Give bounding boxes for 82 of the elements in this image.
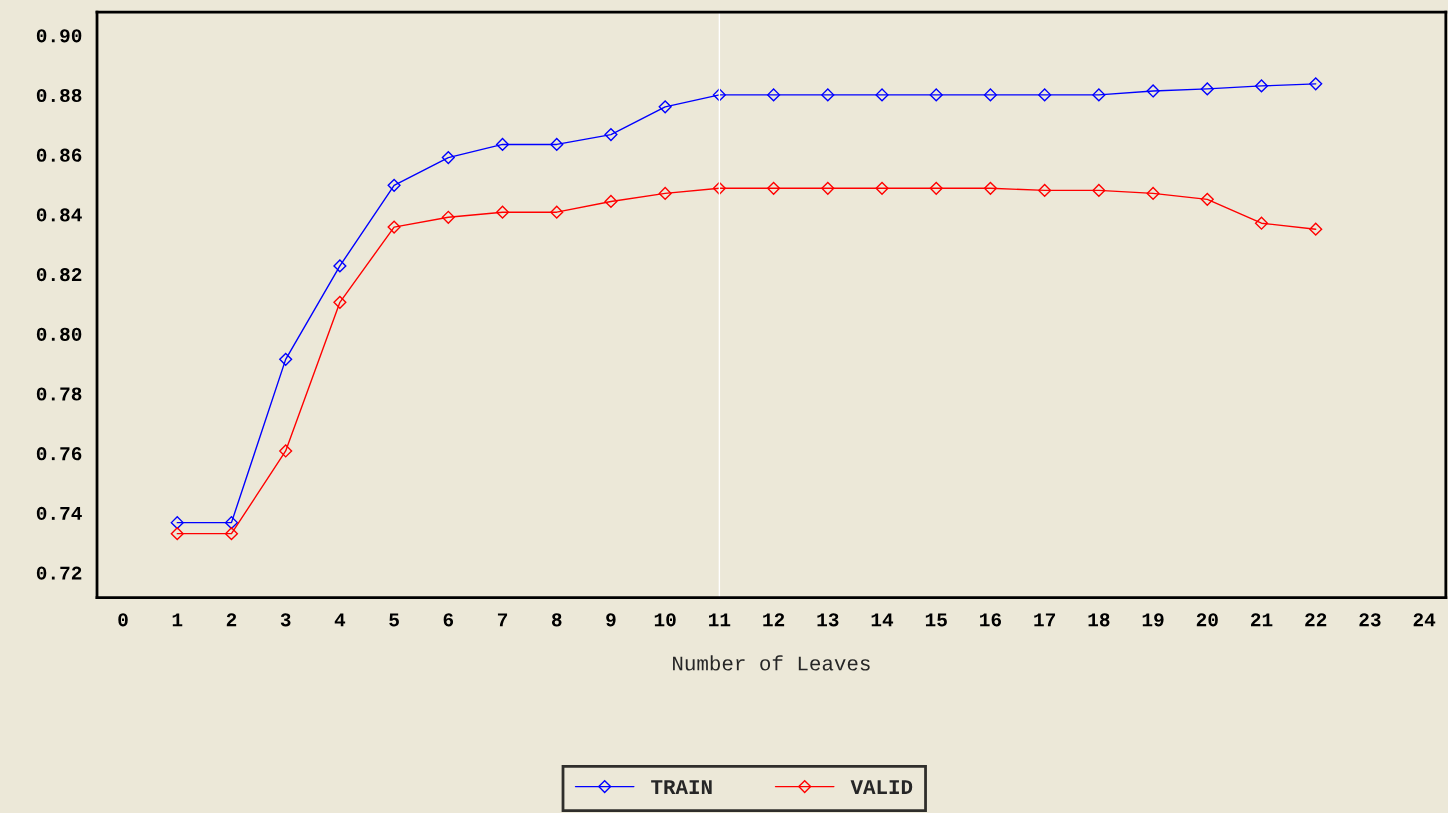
legend-label: TRAIN <box>651 780 712 794</box>
point <box>441 210 455 224</box>
x-tick-label: 0 <box>118 613 128 627</box>
point <box>1200 82 1214 96</box>
x-tick-label: 22 <box>1305 613 1327 627</box>
x-tick-label: 17 <box>1034 613 1056 627</box>
y-tick-label: 0.78 <box>36 387 82 401</box>
y-tick-label: 0.90 <box>36 29 82 43</box>
x-tick-label: 23 <box>1359 613 1381 627</box>
point <box>821 181 835 195</box>
point <box>604 127 618 142</box>
y-tick-label: 0.76 <box>36 447 82 461</box>
point <box>1309 222 1323 236</box>
point <box>983 88 998 102</box>
x-tick-label: 20 <box>1196 613 1218 627</box>
point <box>821 88 835 102</box>
point <box>1254 216 1269 230</box>
x-tick-label: 10 <box>654 613 676 627</box>
point <box>875 181 889 195</box>
point <box>387 220 401 234</box>
x-tick-label: 11 <box>709 613 731 627</box>
x-tick-label: 9 <box>606 613 616 627</box>
x-tick-label: 2 <box>226 613 237 627</box>
point <box>224 527 239 541</box>
x-axis-title: Number of Leaves <box>673 655 870 671</box>
point <box>1254 79 1269 93</box>
y-tick-label: 0.74 <box>36 506 82 521</box>
x-tick-label: 7 <box>497 613 508 627</box>
point <box>767 181 781 195</box>
x-tick-label: 19 <box>1142 613 1164 627</box>
x-tick-label: 24 <box>1413 613 1436 627</box>
point <box>1146 186 1160 200</box>
point <box>387 178 401 192</box>
point <box>1038 88 1052 102</box>
point <box>279 352 293 366</box>
point <box>929 88 943 102</box>
y-tick-label: 0.86 <box>36 148 82 162</box>
point <box>983 181 998 195</box>
point <box>658 186 672 200</box>
point <box>1092 183 1106 197</box>
point <box>279 444 293 458</box>
x-tick-label: 5 <box>389 613 399 627</box>
x-tick-label: 12 <box>763 613 785 627</box>
x-tick-label: 16 <box>980 613 1002 627</box>
x-tick-label: 1 <box>172 613 183 627</box>
point <box>1038 183 1052 197</box>
legend-label: VALID <box>850 780 913 794</box>
point <box>604 194 618 209</box>
point <box>333 259 347 273</box>
x-tick-label: 4 <box>334 613 346 627</box>
x-tick-label: 15 <box>925 613 947 627</box>
x-tick-label: 21 <box>1251 613 1273 627</box>
y-tick-label: 0.80 <box>36 327 82 341</box>
point <box>441 150 455 165</box>
point <box>495 205 510 219</box>
point <box>550 137 564 152</box>
point <box>767 88 781 102</box>
x-tick-label: 3 <box>280 613 291 627</box>
y-tick-label: 0.88 <box>36 88 82 103</box>
x-tick-label: 18 <box>1088 613 1110 627</box>
point <box>550 205 564 219</box>
point <box>658 100 672 114</box>
x-tick-label: 13 <box>817 613 839 627</box>
point <box>1200 192 1214 206</box>
x-tick-label: 8 <box>551 613 562 627</box>
y-tick-label: 0.82 <box>36 268 82 282</box>
point <box>712 88 726 102</box>
point <box>929 181 943 195</box>
point <box>1146 84 1160 98</box>
x-tick-label: 6 <box>443 613 454 627</box>
point <box>1309 77 1323 91</box>
y-tick-label: 0.84 <box>36 208 82 222</box>
point <box>170 516 184 530</box>
point <box>495 137 510 152</box>
y-tick-label: 0.72 <box>36 566 82 580</box>
point <box>170 527 184 541</box>
point <box>712 181 726 195</box>
point <box>875 88 889 102</box>
point <box>1092 88 1106 102</box>
point <box>224 516 239 530</box>
x-tick-label: 14 <box>871 613 894 627</box>
point <box>333 295 347 309</box>
